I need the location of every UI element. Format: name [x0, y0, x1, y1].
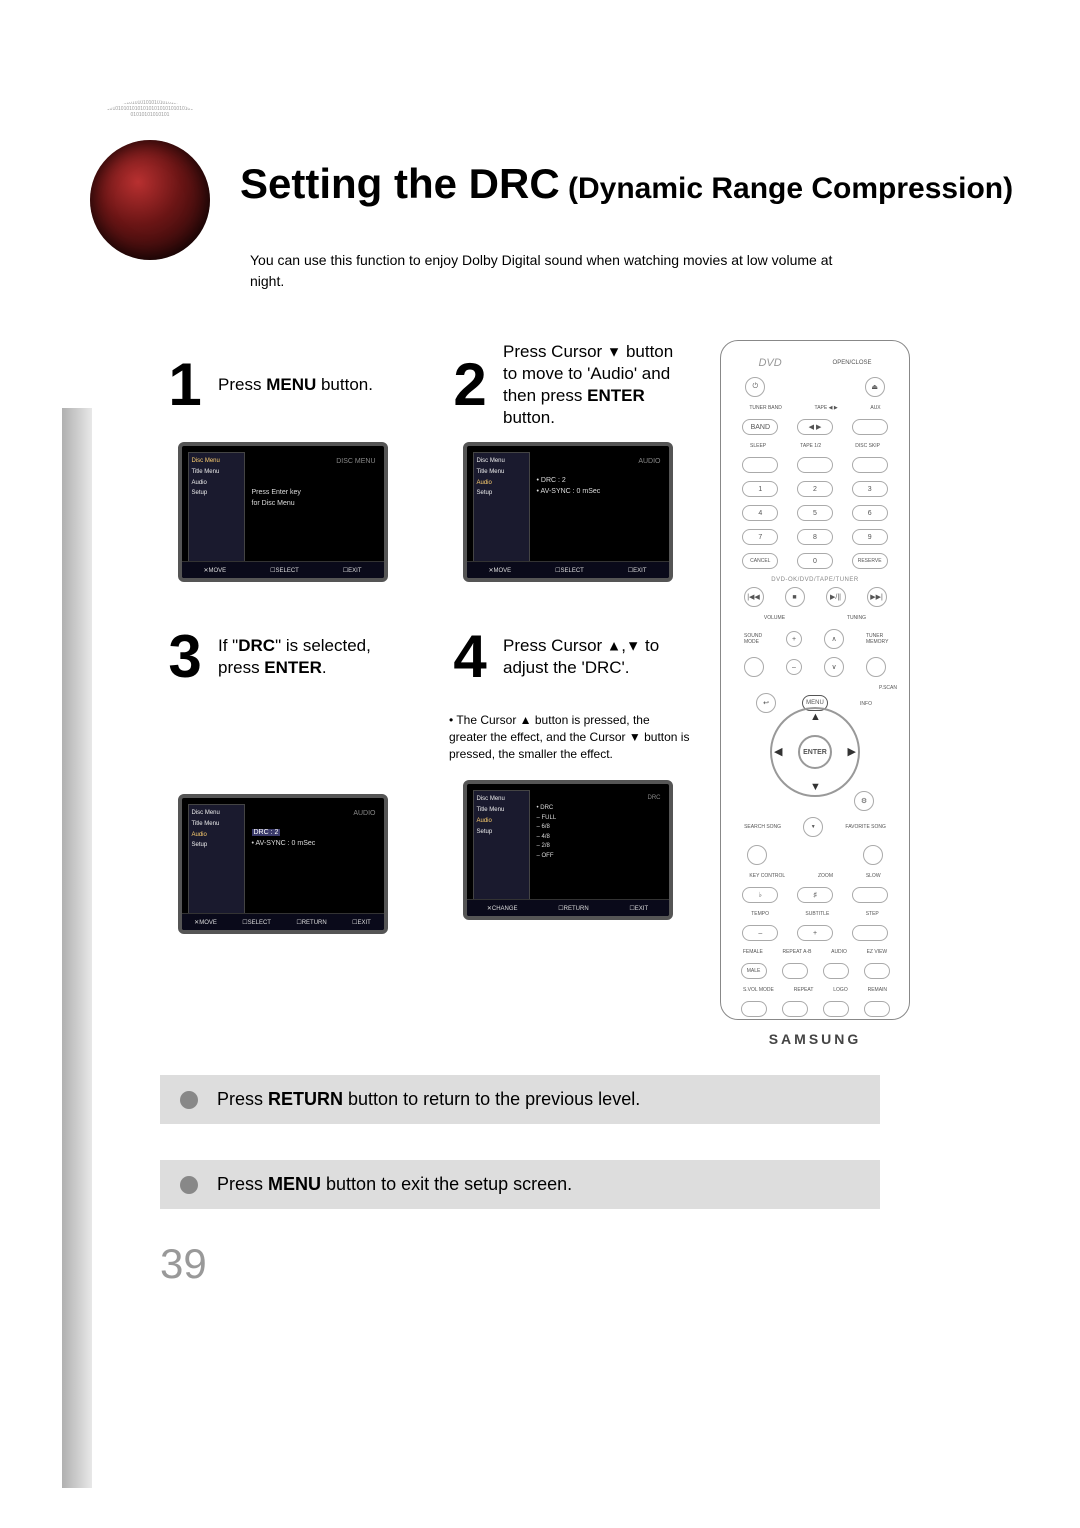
left-arrow-icon: ◀	[774, 745, 782, 758]
remote-brand: DVD	[758, 357, 781, 369]
screen-menu: Disc Menu Title Menu Audio Setup	[192, 808, 220, 851]
intro-text: You can use this function to enjoy Dolby…	[250, 250, 870, 292]
title-sub: (Dynamic Range Compression)	[560, 172, 1013, 205]
steps-area: 1 Press MENU button. Disc Menu Title Men…	[160, 340, 690, 964]
tuner-memory-button	[866, 657, 886, 677]
step-text: If "DRC" is selected, press ENTER.	[218, 635, 405, 679]
favorite-song-button	[863, 845, 883, 865]
step-text: Press Cursor ▲,▼ to adjust the 'DRC'.	[503, 635, 690, 679]
step-number: 1	[160, 358, 210, 412]
up-arrow-icon: ▲	[810, 711, 821, 723]
step-3: 3 If "DRC" is selected, press ENTER. Dis…	[160, 612, 405, 934]
enter-button: ENTER	[798, 735, 832, 769]
page: 0101010101010101010101010101010101010101…	[40, 40, 1040, 1488]
step-number: 4	[445, 630, 495, 684]
speaker-icon	[90, 140, 210, 260]
screen-bottom: ✕MOVE☐SELECT☐EXIT	[467, 562, 669, 578]
numpad: 123 456 789 CANCEL0RESERVE	[733, 481, 897, 569]
screen-bottom: ✕CHANGE☐RETURN☐EXIT	[467, 900, 669, 916]
screen-menu: Disc Menu Title Menu Audio Setup	[477, 456, 505, 499]
return-icon: ↩	[756, 693, 776, 713]
speaker-badge: 0101010101010101010101010101010101010101…	[50, 100, 250, 300]
search-song-button	[747, 845, 767, 865]
screen-4: Disc Menu Title Menu Audio Setup DRC • D…	[463, 780, 673, 920]
setup-icon: ⚙	[854, 791, 874, 811]
sound-mode-button	[744, 657, 764, 677]
screen-1: Disc Menu Title Menu Audio Setup DISC ME…	[178, 442, 388, 582]
screen-menu: Disc Menu Title Menu Audio Setup	[477, 794, 505, 837]
next-icon: ▶▶|	[867, 587, 887, 607]
discskip-button	[852, 457, 888, 473]
down-arrow-icon: ▼	[810, 781, 821, 793]
stop-icon: ■	[785, 587, 805, 607]
tape12-button	[797, 457, 833, 473]
band-button: BAND	[742, 419, 778, 435]
screen-3: Disc Menu Title Menu Audio Setup AUDIO D…	[178, 794, 388, 934]
step-note: • The Cursor ▲ button is pressed, the gr…	[445, 712, 690, 762]
step-number: 2	[445, 358, 495, 412]
screen-right: AUDIO • DRC : 2 • AV-SYNC : 0 mSec	[537, 456, 661, 498]
screen-menu: Disc Menu Title Menu Audio Setup	[192, 456, 220, 499]
footer-note-1: Press RETURN button to return to the pre…	[160, 1075, 880, 1124]
screen-bottom: ✕MOVE☐SELECT☐RETURN☐EXIT	[182, 914, 384, 930]
side-stripe	[62, 408, 92, 1488]
tape-dir-button: ◀ ▶	[797, 419, 833, 435]
step-2: 2 Press Cursor ▼ button to move to 'Audi…	[445, 340, 690, 582]
remote-illustration: DVD OPEN/CLOSE ⏻ ⏏ TUNER BAND TAPE ◀ ▶ A…	[720, 340, 910, 1020]
samsung-logo: SAMSUNG	[733, 1031, 897, 1047]
screen-right: AUDIO DRC : 2 • AV-SYNC : 0 mSec	[252, 808, 376, 850]
prev-icon: |◀◀	[744, 587, 764, 607]
footer-note-2: Press MENU button to exit the setup scre…	[160, 1160, 880, 1209]
power-icon: ⏻	[745, 377, 765, 397]
page-number: 39	[160, 1240, 207, 1288]
screen-right: DISC MENU Press Enter key for Disc Menu	[252, 456, 376, 510]
sleep-button	[742, 457, 778, 473]
aux-button	[852, 419, 888, 435]
page-title: Setting the DRC (Dynamic Range Compressi…	[240, 160, 1013, 208]
dpad: MENU INFO ▲ ▼ ◀ ▶ ENTER ↩ ⚙	[760, 697, 870, 807]
bullet-icon	[180, 1176, 198, 1194]
title-main: Setting the DRC	[240, 160, 560, 207]
mid-section-label: DVD-OK/DVD/TAPE/TUNER	[733, 577, 897, 583]
eject-icon: ⏏	[865, 377, 885, 397]
play-pause-icon: ▶/||	[826, 587, 846, 607]
screen-bottom: ✕MOVE☐SELECT☐EXIT	[182, 562, 384, 578]
screen-2: Disc Menu Title Menu Audio Setup AUDIO •…	[463, 442, 673, 582]
step-text: Press MENU button.	[218, 374, 373, 396]
screen-right: DRC • DRC – FULL – 6/8 – 4/8 – 2/8 – OFF	[537, 794, 661, 861]
step-4: 4 Press Cursor ▲,▼ to adjust the 'DRC'. …	[445, 612, 690, 934]
step-text: Press Cursor ▼ button to move to 'Audio'…	[503, 341, 690, 429]
step-1: 1 Press MENU button. Disc Menu Title Men…	[160, 340, 405, 582]
bullet-icon	[180, 1091, 198, 1109]
right-arrow-icon: ▶	[848, 745, 856, 758]
open-close-label: OPEN/CLOSE	[833, 360, 872, 366]
step-number: 3	[160, 630, 210, 684]
